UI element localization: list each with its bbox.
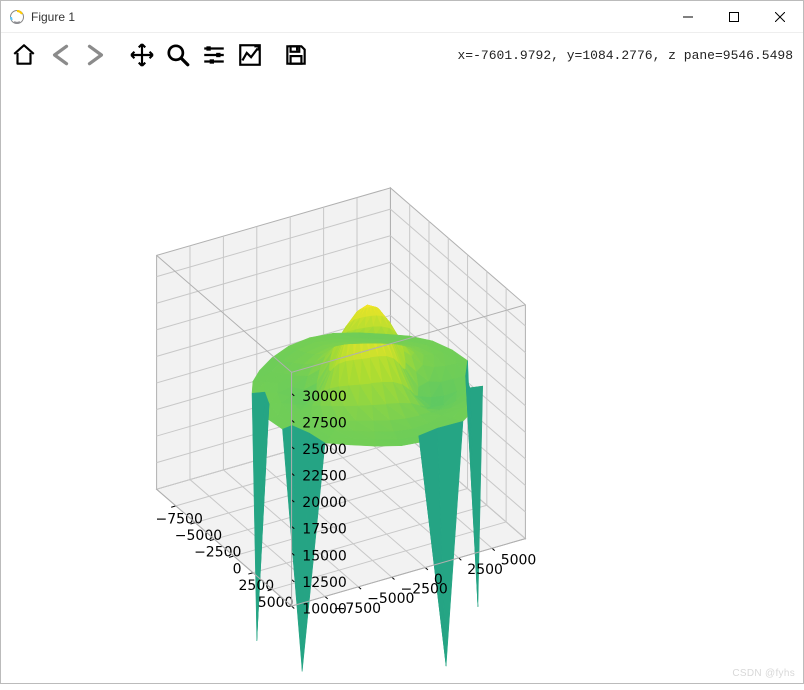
zoom-icon[interactable] (161, 38, 195, 72)
y-tick-label: 5000 (501, 553, 537, 569)
watermark-text: CSDN @fyhs (732, 668, 795, 679)
x-tick-label: −2500 (194, 545, 241, 561)
z-tick-label: 15000 (302, 548, 347, 564)
save-icon[interactable] (279, 38, 313, 72)
z-tick-label: 12500 (302, 575, 347, 591)
window-close-button[interactable] (757, 1, 803, 33)
window-titlebar: Figure 1 (1, 1, 803, 33)
back-icon[interactable] (43, 38, 77, 72)
3d-plot: −7500−5000−2500025005000−7500−5000−25000… (1, 77, 804, 685)
z-tick-label: 30000 (302, 389, 347, 405)
cursor-status-text: x=-7601.9792, y=1084.2776, z pane=9546.5… (458, 48, 798, 63)
y-tick-label: 2500 (467, 562, 503, 578)
z-tick-label: 20000 (302, 495, 347, 511)
matplotlib-toolbar: x=-7601.9792, y=1084.2776, z pane=9546.5… (1, 33, 803, 77)
window-minimize-button[interactable] (665, 1, 711, 33)
x-tick-label: −7500 (156, 511, 203, 527)
pan-icon[interactable] (125, 38, 159, 72)
x-tick-label: 0 (233, 561, 242, 577)
z-tick-label: 17500 (302, 522, 347, 538)
app-icon (9, 9, 25, 25)
z-tick-label: 27500 (302, 415, 347, 431)
window-maximize-button[interactable] (711, 1, 757, 33)
y-tick-label: 0 (434, 572, 443, 588)
z-tick-label: 22500 (302, 469, 347, 485)
z-tick-label: 10000 (302, 601, 347, 617)
figure-canvas[interactable]: −7500−5000−2500025005000−7500−5000−25000… (1, 77, 803, 683)
z-tick-label: 25000 (302, 442, 347, 458)
axes-edit-icon[interactable] (233, 38, 267, 72)
forward-icon[interactable] (79, 38, 113, 72)
configure-icon[interactable] (197, 38, 231, 72)
window-title: Figure 1 (31, 10, 75, 24)
x-tick-label: −5000 (175, 528, 222, 544)
home-icon[interactable] (7, 38, 41, 72)
